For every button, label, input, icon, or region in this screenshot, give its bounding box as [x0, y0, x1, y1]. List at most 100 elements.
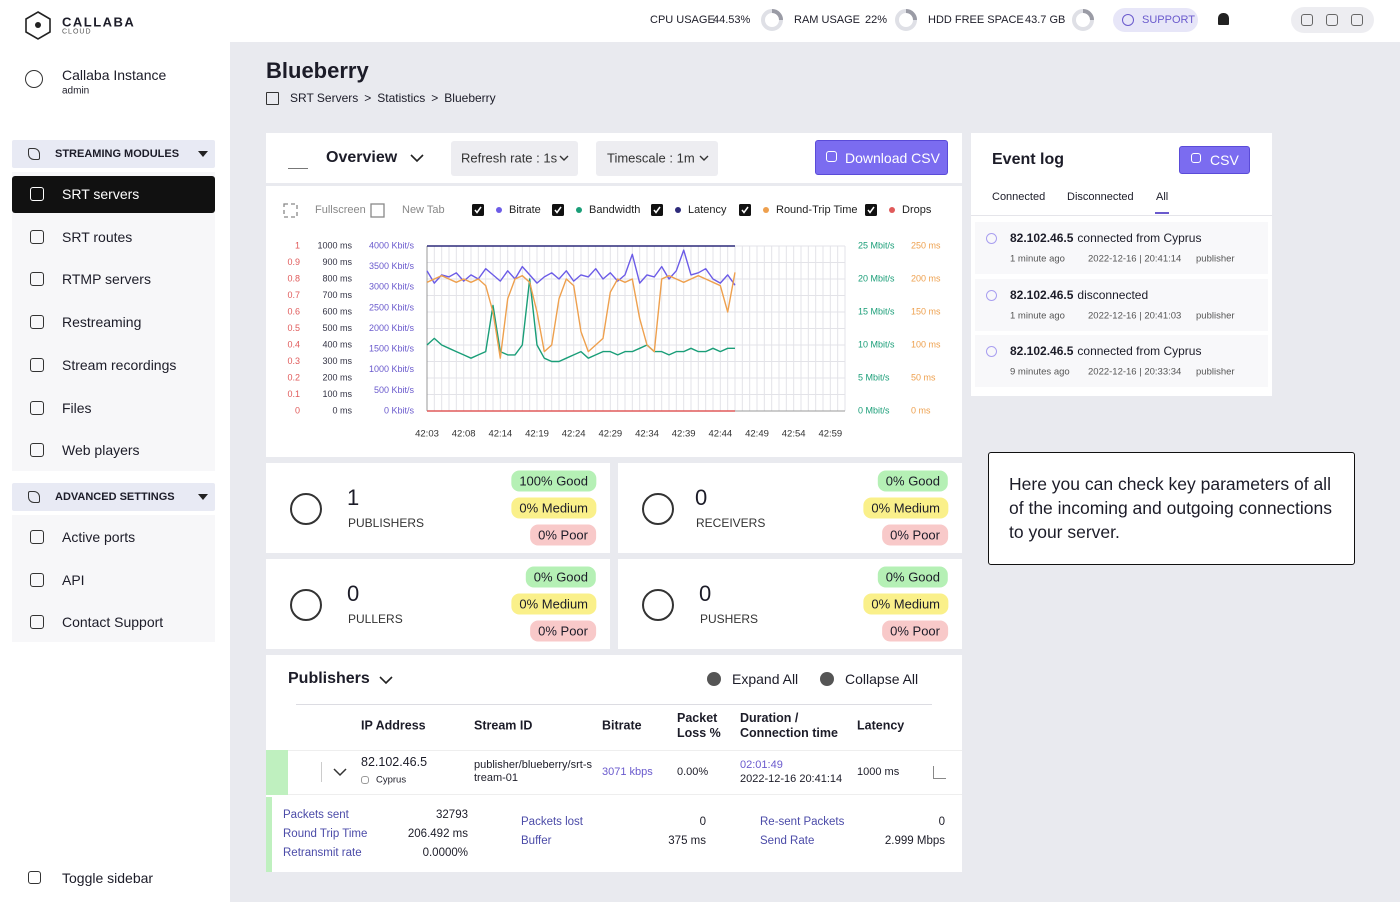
chevron-line [559, 155, 569, 161]
section-header[interactable] [12, 483, 215, 511]
icon [642, 493, 674, 525]
row-latency: 1000 ms [857, 766, 900, 778]
y-tick-label: 150 ms [911, 306, 941, 316]
brand: CALLABA [62, 14, 136, 30]
quality-badge: 0% Good [877, 566, 948, 588]
event-tab[interactable]: All [1156, 191, 1169, 203]
detail-value: 2.999 Mbps [884, 835, 945, 847]
nav-item[interactable]: SRT routes [62, 228, 133, 245]
event-tab[interactable]: Connected [992, 191, 1046, 203]
breadcrumb[interactable]: Statistics [377, 91, 426, 105]
y-tick-label: 200 ms [322, 372, 352, 382]
nav-item[interactable]: RTMP servers [62, 271, 151, 288]
refresh-label[interactable]: Refresh rate : 1s [461, 150, 558, 166]
toggle-sidebar[interactable]: Toggle sidebar [62, 870, 154, 886]
icon [933, 766, 946, 779]
publishers-title: Publishers [288, 670, 370, 687]
icon [986, 289, 997, 301]
event-ip: 82.102.46.5 [1010, 231, 1074, 245]
timescale-label[interactable]: Timescale : 1m [607, 150, 695, 166]
nav-item[interactable]: SRT servers [62, 186, 140, 202]
icon [290, 589, 322, 621]
collapse-all[interactable]: Collapse All [845, 671, 919, 687]
expand-icon[interactable] [707, 672, 721, 686]
details-bar [266, 797, 272, 872]
csv-label[interactable]: CSV [1210, 152, 1239, 168]
chevron [699, 155, 709, 161]
icon [986, 233, 997, 244]
detail-label: Packets sent [283, 809, 349, 821]
event-log-title: Event log [992, 151, 1065, 168]
y-tick-label: 50 ms [911, 372, 936, 382]
y-tick-label: 0.3 [287, 356, 300, 366]
nav-item[interactable]: Active ports [62, 529, 136, 545]
breadcrumb[interactable]: SRT Servers [290, 91, 359, 105]
support-label[interactable]: SUPPORT [1142, 14, 1195, 26]
event-tab[interactable]: Disconnected [1067, 191, 1134, 203]
overview-body [266, 186, 962, 457]
cpu-label: CPU USAGE [650, 14, 715, 26]
quality-badge: 0% Poor [530, 524, 596, 546]
timescale-select[interactable] [596, 141, 718, 176]
icon [1191, 153, 1201, 163]
y-tick-label: 0.8 [287, 273, 300, 283]
x-tick-label: 42:39 [672, 429, 696, 440]
legend-check [474, 206, 482, 214]
icon [290, 493, 322, 525]
y-tick-label: 0.7 [287, 290, 300, 300]
bell[interactable] [1218, 13, 1229, 25]
toolbar-pill[interactable] [1291, 7, 1374, 33]
section-title[interactable]: STREAMING MODULES [55, 148, 180, 160]
legend-dot [576, 207, 582, 213]
collapse-icon[interactable] [820, 672, 834, 686]
nav-item[interactable]: Web players [62, 442, 140, 459]
tab-divider [971, 215, 1272, 216]
expand-all[interactable]: Expand All [732, 671, 799, 687]
icon [30, 229, 44, 244]
stat-label: RECEIVERS [696, 516, 766, 530]
column-header: Stream ID [474, 718, 533, 733]
column-header: Duration / Connection time [740, 711, 838, 740]
quality-badge: 0% Good [877, 470, 948, 492]
chevron [333, 768, 347, 777]
y-tick-label: 10 Mbit/s [858, 339, 895, 349]
event-ip: 82.102.46.5 [1010, 344, 1074, 358]
chevron-line [379, 676, 393, 685]
top-bar [230, 0, 1400, 42]
nav-item[interactable]: API [62, 571, 85, 588]
event-item [975, 335, 1268, 387]
legend-dot [889, 207, 895, 213]
event-ip: 82.102.46.5 [1010, 287, 1074, 302]
icon [30, 272, 44, 287]
x-tick-label: 42:49 [745, 429, 769, 440]
download-button[interactable] [815, 140, 948, 175]
nav-item[interactable]: Files [62, 399, 92, 416]
breadcrumb[interactable]: Blueberry [444, 91, 496, 105]
refresh-select[interactable] [451, 141, 578, 176]
detail-label: Re-sent Packets [760, 816, 845, 828]
nav-item[interactable]: Contact Support [62, 614, 164, 631]
row [266, 750, 962, 795]
nav-item[interactable]: Stream recordings [62, 356, 177, 373]
row-separator [321, 762, 322, 782]
breadcrumb: > [364, 91, 372, 105]
column-header: IP Address [361, 718, 426, 733]
section-header[interactable] [12, 140, 215, 168]
section-title[interactable]: ADVANCED SETTINGS [55, 491, 175, 503]
event-role: publisher [1196, 366, 1235, 378]
active-item[interactable] [12, 176, 215, 213]
icon [30, 187, 44, 201]
detail-value: 206.492 ms [407, 828, 468, 840]
chevron [198, 151, 208, 157]
icon [986, 346, 997, 357]
download-label[interactable]: Download CSV [845, 150, 940, 166]
icon [288, 149, 308, 169]
row-handle[interactable] [266, 750, 288, 795]
csv-button[interactable] [1179, 146, 1250, 174]
nav-item[interactable]: Restreaming [62, 314, 142, 331]
y-tick-label: 600 ms [322, 306, 352, 316]
icon [28, 491, 40, 503]
y-tick-label: 5 Mbit/s [858, 372, 890, 382]
row-duration: 02:01:49 [740, 759, 783, 771]
quality-badge: 0% Poor [530, 620, 596, 642]
